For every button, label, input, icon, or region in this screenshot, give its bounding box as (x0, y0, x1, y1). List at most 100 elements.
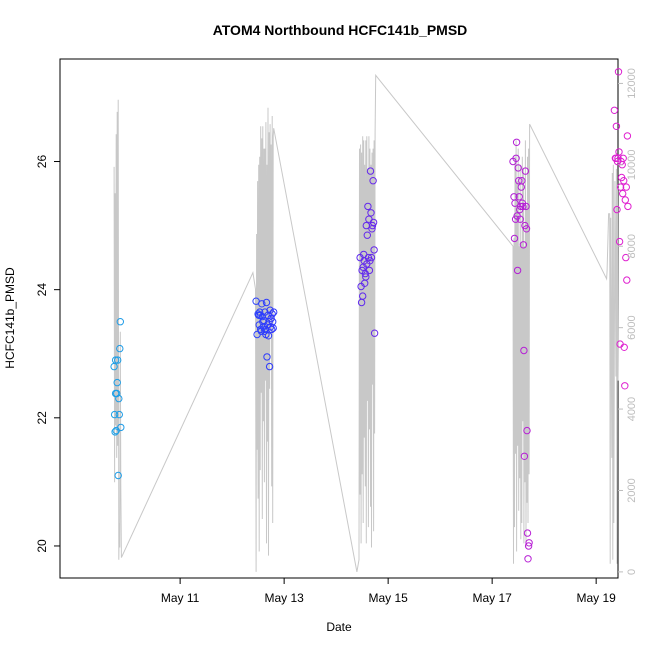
chart-title: ATOM4 Northbound HCFC141b_PMSD (213, 22, 468, 38)
data-point (359, 292, 367, 300)
data-point (515, 193, 523, 201)
data-point (522, 202, 530, 211)
x-tick-label: May 11 (161, 591, 200, 605)
data-point (370, 329, 379, 337)
data-point (113, 389, 121, 398)
y2-tick-label: 4000 (626, 397, 638, 421)
data-point (523, 529, 532, 537)
data-point (265, 362, 274, 371)
data-point (512, 154, 520, 163)
data-point (519, 202, 527, 211)
data-point (268, 325, 276, 334)
data-point (369, 177, 377, 185)
data-point (364, 202, 372, 211)
x-axis-label: Date (326, 620, 352, 634)
data-point (619, 189, 627, 198)
data-point (624, 202, 632, 211)
y-axis-left: 20 22 24 26 (35, 155, 60, 553)
data-point (263, 353, 271, 361)
y-tick-label: 20 (35, 539, 49, 553)
data-point (113, 378, 121, 387)
plot-area-border (59, 58, 619, 579)
data-point (622, 253, 630, 262)
x-tick-label: May 19 (576, 591, 616, 605)
data-point (362, 273, 370, 281)
data-point (511, 199, 519, 207)
data-point (615, 148, 623, 156)
data-point (260, 316, 268, 325)
data-point (514, 164, 522, 172)
data-point (369, 218, 378, 227)
data-point (519, 241, 528, 249)
data-point (620, 343, 628, 351)
scatter-points (110, 68, 632, 563)
data-point (367, 253, 376, 262)
data-point (615, 237, 624, 246)
data-point (513, 266, 522, 275)
y2-tick-label: 0 (626, 569, 638, 575)
data-point (266, 306, 274, 314)
data-point (522, 225, 531, 233)
data-point (116, 344, 124, 353)
data-point (363, 231, 371, 239)
data-point (115, 410, 124, 419)
data-point (616, 183, 625, 191)
data-point (110, 410, 119, 419)
y2-tick-label: 2000 (626, 478, 638, 502)
data-point (518, 177, 526, 185)
series-line (113, 73, 619, 572)
x-axis: May 11 May 13 May 15 May 17 May 19 (161, 578, 616, 605)
data-point (270, 308, 278, 316)
data-point (620, 177, 628, 185)
data-point (262, 298, 271, 307)
data-point (619, 154, 627, 163)
data-point (621, 196, 629, 204)
data-point (515, 177, 523, 185)
data-point (521, 167, 530, 175)
data-point (114, 356, 122, 364)
data-point (117, 423, 125, 432)
data-point (111, 356, 120, 364)
data-point (370, 246, 378, 254)
data-point (523, 426, 531, 435)
data-point (614, 68, 623, 76)
data-point (264, 332, 273, 340)
y2-tick-label: 8000 (626, 234, 638, 258)
y2-tick-label: 10000 (626, 150, 638, 181)
x-tick-label: May 13 (264, 591, 304, 605)
data-point (613, 205, 621, 214)
data-point (365, 266, 374, 275)
y2-tick-label: 12000 (626, 68, 638, 99)
data-point (366, 167, 375, 175)
y-axis-right: 0 2000 4000 6000 8000 10000 12000 (618, 68, 638, 575)
data-point (520, 452, 529, 460)
data-point (258, 300, 266, 308)
data-point (111, 428, 119, 436)
data-point (114, 471, 122, 480)
x-tick-label: May 17 (472, 591, 512, 605)
y-tick-label: 26 (35, 155, 49, 169)
y-axis-label: HCFC141b_PMSD (3, 267, 17, 369)
data-point (510, 234, 519, 243)
data-point (268, 310, 276, 318)
data-point (520, 346, 528, 355)
data-point (516, 215, 524, 223)
data-point (525, 539, 533, 547)
data-point (622, 183, 630, 191)
x-tick-label: May 15 (368, 591, 408, 605)
data-point (621, 382, 629, 390)
data-point (269, 324, 277, 332)
secondary-series-line (113, 73, 619, 572)
data-point (623, 132, 632, 140)
y-tick-label: 22 (35, 411, 49, 425)
data-point (116, 318, 125, 326)
y-tick-label: 24 (35, 283, 49, 297)
data-point (512, 138, 521, 147)
data-point (524, 555, 532, 563)
data-point (367, 209, 375, 217)
data-point (623, 276, 631, 284)
data-point (115, 394, 123, 403)
y2-tick-label: 6000 (626, 315, 638, 339)
data-point (612, 122, 621, 131)
